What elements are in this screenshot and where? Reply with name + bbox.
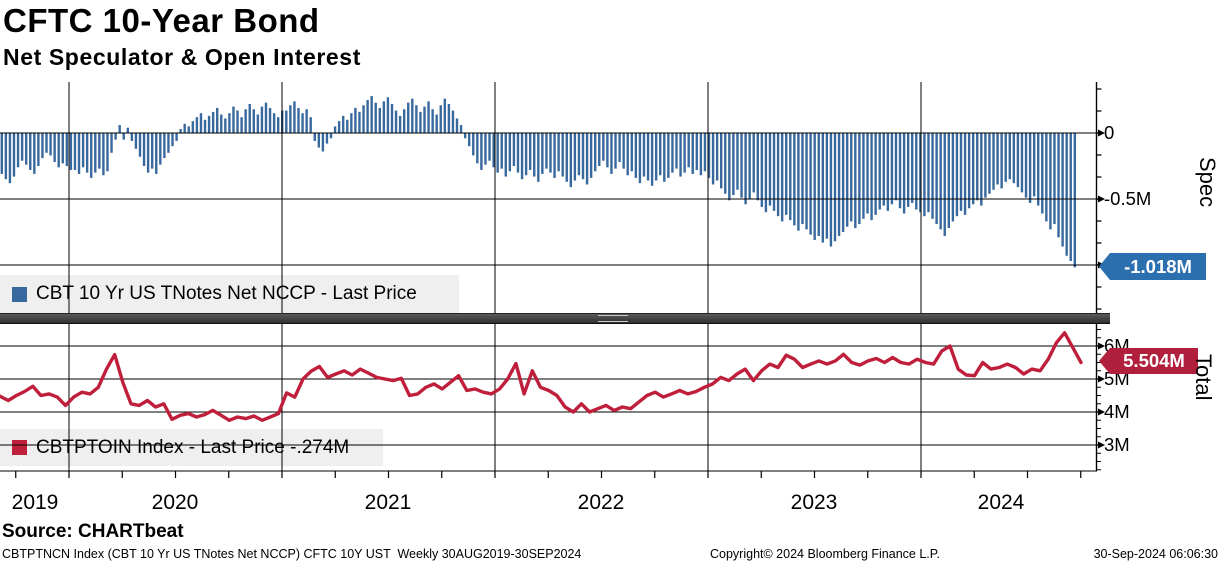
x-axis-year-2020: 2020: [151, 491, 199, 514]
x-axis-year-2023: 2023: [790, 491, 838, 514]
spec-ytick-0: 0: [1104, 122, 1115, 143]
footer-copyright: Copyright© 2024 Bloomberg Finance L.P.: [710, 547, 940, 561]
footer-timestamp: 30-Sep-2024 06:06:30: [1093, 547, 1218, 561]
legend-total[interactable]: CBTPTOIN Index - Last Price -.274M: [0, 429, 383, 466]
x-axis-year-2021: 2021: [364, 491, 412, 514]
x-axis-year-2019: 2019: [11, 491, 59, 514]
chart-title: CFTC 10-Year Bond: [3, 2, 320, 39]
spec-series-swatch-icon: [12, 286, 27, 302]
source-label: Source: CHARTbeat: [2, 521, 184, 542]
spec-bar-chart[interactable]: [0, 82, 1110, 315]
total-last-price-flag: 5.504M: [1099, 348, 1198, 374]
total-axis-title: Total: [1191, 354, 1216, 401]
spec-last-price-flag: -1.018M: [1099, 253, 1206, 280]
x-axis-year-2022: 2022: [577, 491, 625, 514]
total-ytick-4M: 4M: [1104, 401, 1130, 422]
legend-spec-label: CBT 10 Yr US TNotes Net NCCP - Last Pric…: [36, 283, 417, 304]
spec-axis-title: Spec: [1195, 157, 1220, 208]
panel-resize-handle[interactable]: [598, 315, 628, 322]
chart-subtitle: Net Speculator & Open Interest: [3, 44, 361, 70]
x-axis-year-2024: 2024: [977, 491, 1025, 514]
total-series-swatch-icon: [12, 440, 27, 455]
total-ytick-3M: 3M: [1104, 434, 1130, 455]
total-line-chart[interactable]: [0, 322, 1110, 480]
legend-spec[interactable]: CBT 10 Yr US TNotes Net NCCP - Last Pric…: [0, 275, 459, 313]
panel-separator: [0, 313, 1110, 324]
footer-ticker-info: CBTPTNCN Index (CBT 10 Yr US TNotes Net …: [2, 547, 582, 561]
spec-ytick--0.5M: -0.5M: [1104, 188, 1152, 209]
legend-total-label: CBTPTOIN Index - Last Price -.274M: [36, 436, 350, 458]
